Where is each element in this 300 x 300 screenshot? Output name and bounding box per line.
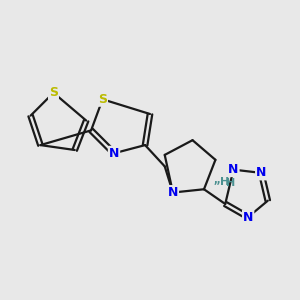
Text: N: N [109, 147, 119, 160]
Text: N: N [256, 167, 266, 179]
Text: N: N [243, 211, 253, 224]
Text: S: S [49, 86, 58, 99]
Text: N: N [228, 163, 239, 176]
Text: S: S [98, 93, 107, 106]
Text: H: H [220, 177, 230, 187]
Text: N: N [168, 186, 178, 199]
Text: H: H [226, 178, 236, 188]
Text: ,,: ,, [214, 175, 221, 185]
